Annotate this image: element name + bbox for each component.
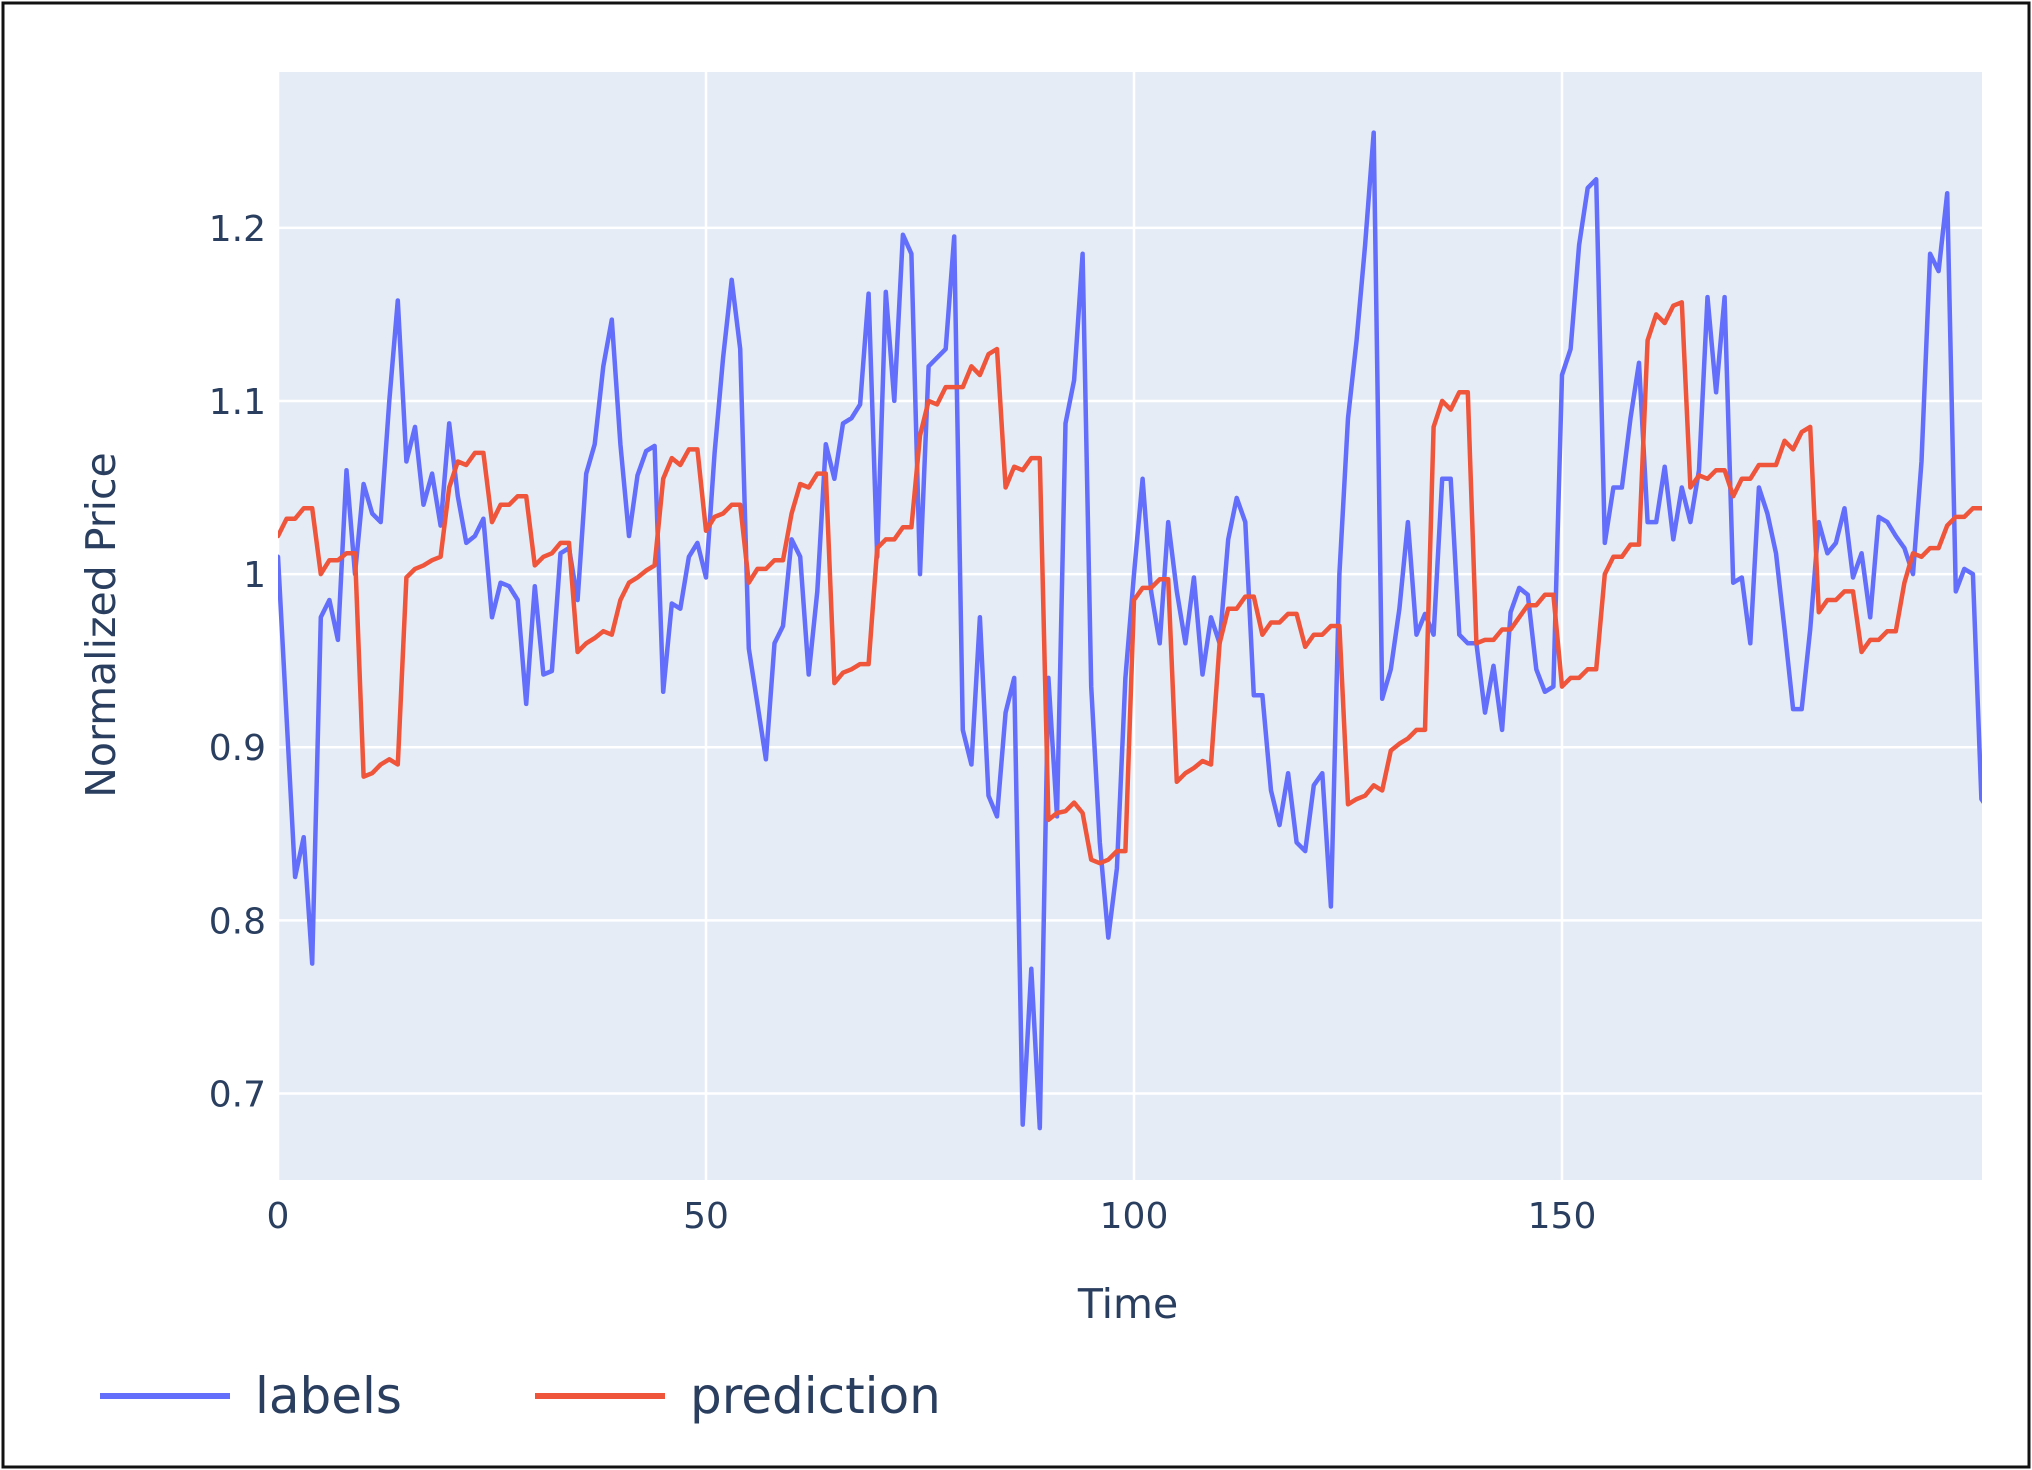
x-tick-label: 150 [1528,1196,1597,1237]
y-tick-label: 0.8 [209,901,266,942]
series-layer [278,130,1982,1131]
series-line-prediction [278,300,1982,866]
legend: labels prediction [100,1367,941,1425]
y-tick-label: 1.2 [209,209,266,250]
y-tick-label: 0.7 [209,1074,266,1115]
x-tick-label: 50 [683,1196,729,1237]
legend-label-labels: labels [255,1367,402,1425]
x-tick-label: 100 [1100,1196,1169,1237]
y-axis-title: Normalized Price [77,452,125,798]
legend-label-prediction: prediction [690,1367,941,1425]
x-axis: 0 50 100 150 [267,1196,1597,1237]
x-tick-label: 0 [267,1196,290,1237]
x-axis-title: Time [1077,1280,1178,1328]
y-tick-label: 1 [243,555,266,596]
y-tick-label: 0.9 [209,728,266,769]
y-axis: 0.7 0.8 0.9 1 1.1 1.2 [209,209,266,1116]
y-tick-label: 1.1 [209,382,266,423]
